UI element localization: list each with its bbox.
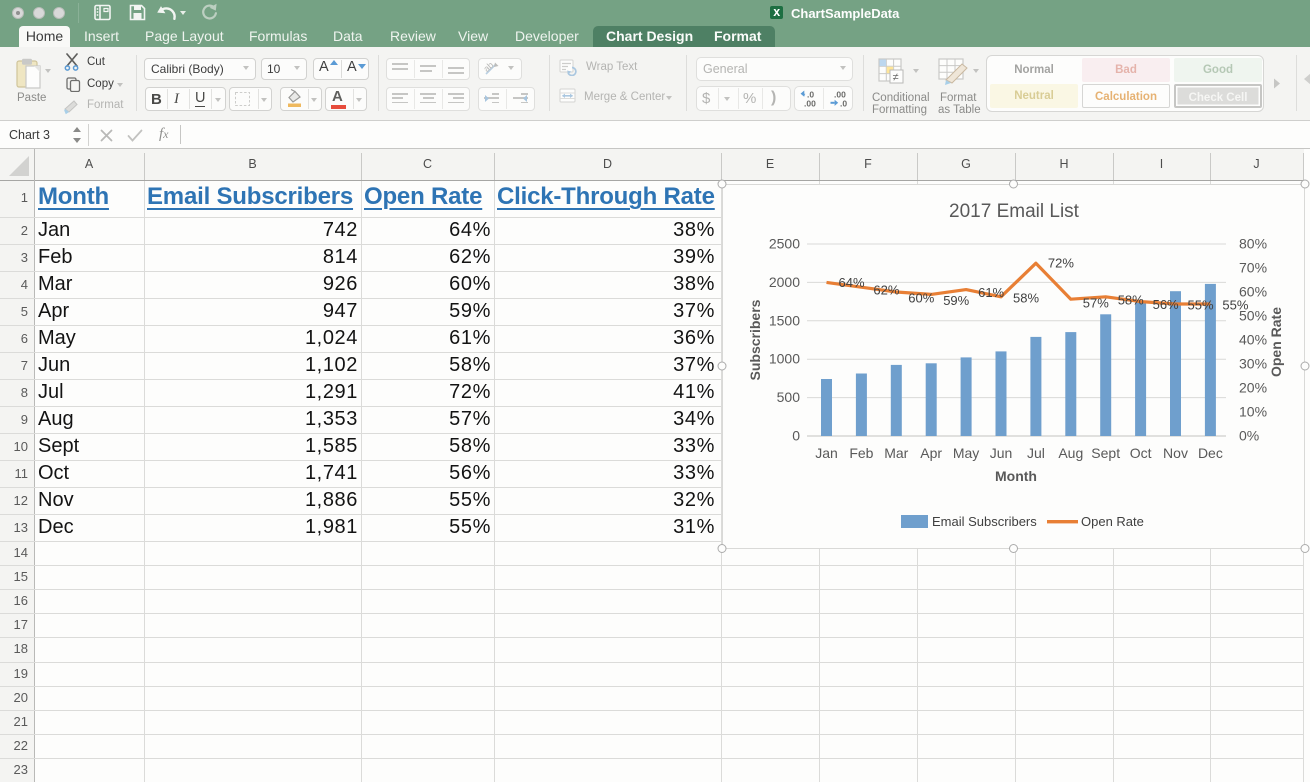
svg-text:Apr: Apr bbox=[920, 445, 942, 461]
svg-text:70%: 70% bbox=[1239, 259, 1267, 275]
svg-text:≠: ≠ bbox=[893, 72, 899, 84]
svg-text:May: May bbox=[953, 445, 979, 461]
svg-text:Sept: Sept bbox=[1091, 445, 1120, 461]
svg-text:61%: 61% bbox=[978, 285, 1004, 300]
svg-text:72%: 72% bbox=[1048, 255, 1074, 270]
svg-text:.00: .00 bbox=[834, 90, 846, 100]
svg-text:Aug: Aug bbox=[1058, 445, 1083, 461]
svg-text:62%: 62% bbox=[873, 282, 899, 297]
svg-text:Dec: Dec bbox=[1198, 445, 1223, 461]
svg-text:57%: 57% bbox=[1083, 295, 1109, 310]
svg-text:80%: 80% bbox=[1239, 235, 1267, 251]
svg-text:.0: .0 bbox=[840, 99, 847, 109]
svg-text:55%: 55% bbox=[1222, 297, 1248, 312]
svg-text:59%: 59% bbox=[943, 292, 969, 307]
svg-text:1500: 1500 bbox=[769, 312, 800, 328]
svg-text:Mar: Mar bbox=[884, 445, 908, 461]
svg-text:Open Rate: Open Rate bbox=[1268, 306, 1284, 376]
svg-text:2500: 2500 bbox=[769, 235, 800, 251]
svg-text:10%: 10% bbox=[1239, 403, 1267, 419]
svg-text:40%: 40% bbox=[1239, 331, 1267, 347]
svg-text:50%: 50% bbox=[1239, 307, 1267, 323]
svg-text:1000: 1000 bbox=[769, 350, 800, 366]
svg-text:.0: .0 bbox=[807, 90, 814, 100]
svg-text:Jan: Jan bbox=[815, 445, 838, 461]
svg-text:2000: 2000 bbox=[769, 273, 800, 289]
svg-text:0%: 0% bbox=[1239, 427, 1259, 443]
svg-text:Feb: Feb bbox=[849, 445, 873, 461]
svg-text:Month: Month bbox=[995, 468, 1037, 484]
svg-text:60%: 60% bbox=[908, 290, 934, 305]
svg-text:58%: 58% bbox=[1118, 292, 1144, 307]
svg-text:2017 Email List: 2017 Email List bbox=[949, 201, 1080, 222]
svg-text:500: 500 bbox=[777, 389, 801, 405]
svg-text:Subscribers: Subscribers bbox=[747, 299, 763, 380]
svg-text:Jul: Jul bbox=[1027, 445, 1045, 461]
svg-text:60%: 60% bbox=[1239, 283, 1267, 299]
svg-text:Email Subscribers: Email Subscribers bbox=[932, 514, 1037, 529]
svg-text:20%: 20% bbox=[1239, 379, 1267, 395]
svg-text:.00: .00 bbox=[804, 99, 816, 109]
svg-text:ab: ab bbox=[484, 61, 495, 74]
svg-text:58%: 58% bbox=[1013, 290, 1039, 305]
svg-text:55%: 55% bbox=[1188, 297, 1214, 312]
svg-text:56%: 56% bbox=[1153, 297, 1179, 312]
svg-text:Open Rate: Open Rate bbox=[1081, 514, 1144, 529]
svg-text:Nov: Nov bbox=[1163, 445, 1188, 461]
svg-text:30%: 30% bbox=[1239, 355, 1267, 371]
svg-text:64%: 64% bbox=[839, 274, 865, 289]
svg-text:Oct: Oct bbox=[1130, 445, 1152, 461]
svg-text:Jun: Jun bbox=[990, 445, 1013, 461]
svg-text:0: 0 bbox=[792, 427, 800, 443]
